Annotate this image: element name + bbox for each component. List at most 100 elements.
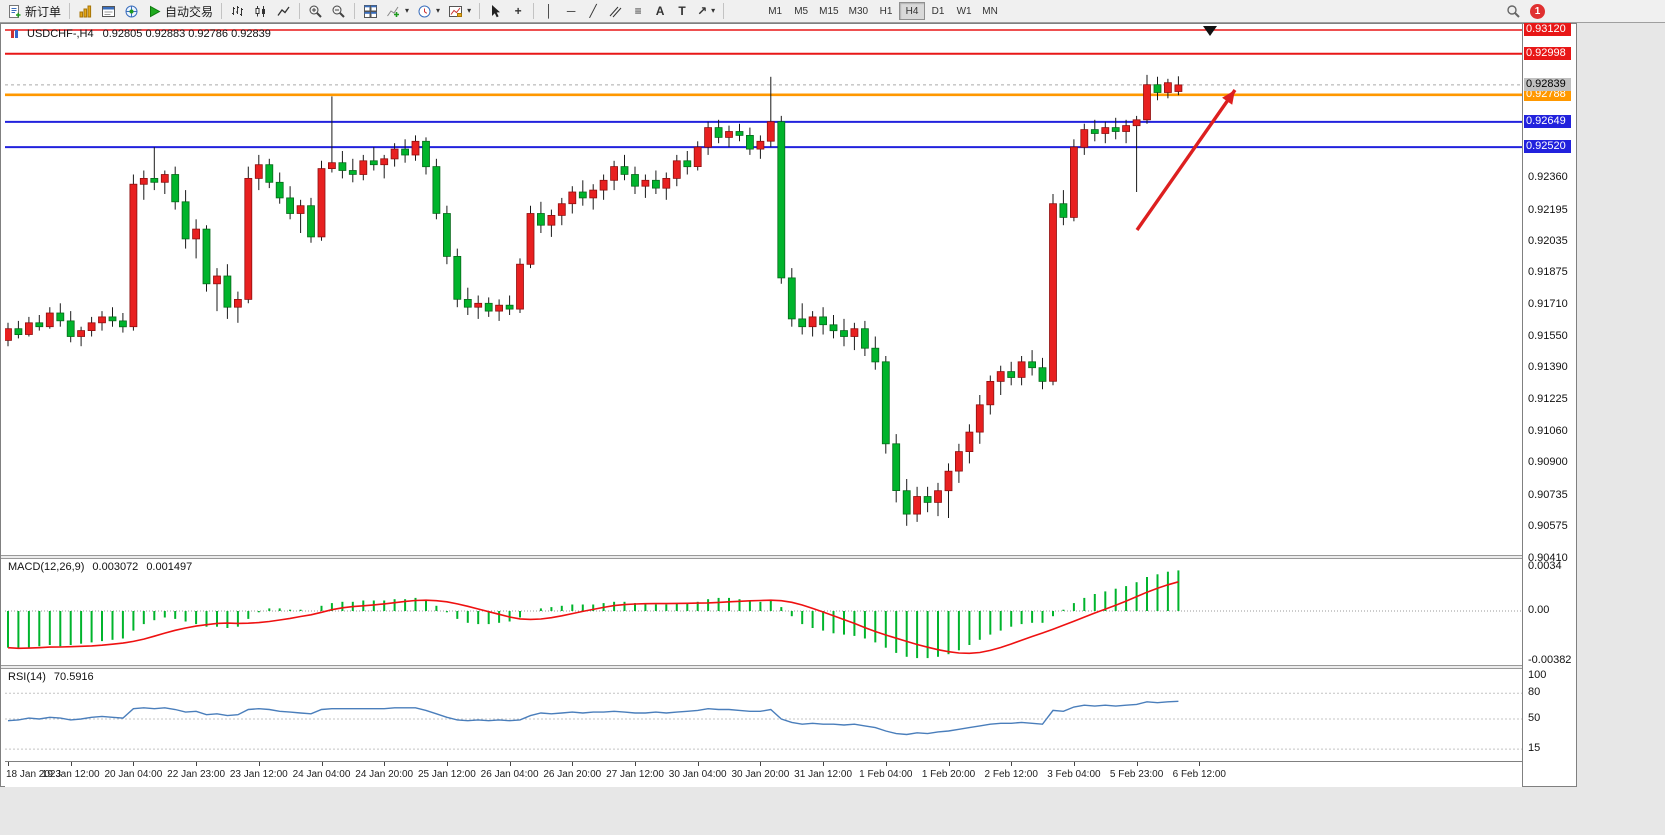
candle xyxy=(1143,74,1151,124)
zoom-in-button[interactable] xyxy=(304,1,327,21)
time-axis-label: 24 Jan 04:00 xyxy=(292,769,351,780)
cursor-icon xyxy=(492,4,501,17)
time-axis-tick xyxy=(1073,762,1075,766)
candle xyxy=(944,463,953,518)
candle xyxy=(693,141,702,171)
trendline-tool-button[interactable]: ╱ xyxy=(582,1,604,21)
text-tool-button[interactable]: A xyxy=(649,1,671,21)
candle xyxy=(568,186,577,214)
trend-arrow[interactable] xyxy=(1135,89,1237,231)
time-axis-label: 18 Jan 2023 xyxy=(6,769,62,780)
rsi-panel-chart[interactable] xyxy=(5,669,1522,761)
arrows-tool-button[interactable]: ↗ ▾ xyxy=(693,1,719,21)
tf-button-h1[interactable]: H1 xyxy=(879,5,893,17)
candle xyxy=(1132,115,1141,192)
time-axis-tick xyxy=(446,762,448,766)
candle xyxy=(171,166,180,210)
auto-trading-label: 自动交易 xyxy=(165,4,214,19)
candle xyxy=(24,316,33,337)
candlestick-chart-type-button[interactable] xyxy=(249,1,272,21)
tile-windows-button[interactable] xyxy=(359,1,382,21)
candle xyxy=(913,486,921,522)
time-axis-label: 6 Feb 12:00 xyxy=(1172,769,1226,780)
tf-button-m15[interactable]: M15 xyxy=(819,5,839,17)
candle xyxy=(254,154,263,191)
candle xyxy=(641,174,650,198)
tf-button-mn[interactable]: MN xyxy=(982,5,998,17)
panel-splitter[interactable] xyxy=(1,665,1576,669)
candle xyxy=(735,123,744,142)
tf-button-d1[interactable]: D1 xyxy=(931,5,945,17)
candle xyxy=(704,121,712,155)
candle xyxy=(453,248,462,308)
candle xyxy=(537,201,545,233)
candle xyxy=(66,311,75,343)
new-order-button[interactable]: 新订单 xyxy=(3,1,65,21)
candle xyxy=(474,295,483,319)
zoom-out-button[interactable] xyxy=(327,1,350,21)
search-icon[interactable] xyxy=(1506,4,1521,19)
macd-panel-chart[interactable] xyxy=(5,559,1522,665)
price-scale[interactable]: 0.92360 0.92195 0.92035 0.91875 0.91710 0.915… xyxy=(1522,23,1576,786)
panel-splitter[interactable] xyxy=(1,555,1576,559)
candle xyxy=(840,318,848,347)
vertical-line-icon: │ xyxy=(545,4,553,18)
tf-button-h4[interactable]: H4 xyxy=(899,2,926,20)
label-tool-button[interactable]: T xyxy=(671,1,693,21)
candle xyxy=(516,258,524,313)
candle xyxy=(87,316,96,337)
templates-icon xyxy=(449,5,463,17)
candle xyxy=(975,395,984,444)
indicators-button[interactable]: ▾ xyxy=(382,1,413,21)
data-window-button[interactable] xyxy=(97,1,120,21)
candle xyxy=(223,264,232,319)
time-axis[interactable]: 18 Jan 2023 19 Jan 12:00 20 Jan 04:00 22 Ja… xyxy=(5,761,1522,787)
candle xyxy=(610,160,618,191)
candle xyxy=(213,268,221,312)
vertical-line-tool-button[interactable]: │ xyxy=(538,1,560,21)
channel-tool-button[interactable] xyxy=(604,1,627,21)
candle xyxy=(390,143,399,167)
notification-badge[interactable]: 1 xyxy=(1530,4,1545,19)
toolbar-separator xyxy=(533,3,535,19)
candle xyxy=(766,76,775,148)
candle xyxy=(861,320,869,356)
candle xyxy=(892,434,901,503)
indicators-icon xyxy=(387,6,400,17)
market-watch-button[interactable] xyxy=(74,1,97,21)
auto-trading-button[interactable]: 自动交易 xyxy=(143,1,217,21)
tf-button-w1[interactable]: W1 xyxy=(956,5,972,17)
tf-button-m30[interactable]: M30 xyxy=(848,5,869,17)
candle xyxy=(756,135,765,159)
tf-button-m5[interactable]: M5 xyxy=(794,5,809,17)
periods-button[interactable]: ▾ xyxy=(413,1,444,21)
templates-button[interactable]: ▾ xyxy=(444,1,475,21)
candle xyxy=(965,424,974,464)
bar-chart-type-button[interactable] xyxy=(226,1,249,21)
price-axis-tick: 0.91060 xyxy=(1528,425,1568,438)
time-axis-label: 22 Jan 23:00 xyxy=(167,769,225,780)
tf-button-m1[interactable]: M1 xyxy=(768,5,783,17)
dropdown-caret-icon: ▾ xyxy=(711,6,716,15)
candle xyxy=(589,184,598,210)
time-axis-label: 30 Jan 20:00 xyxy=(731,769,790,780)
fibonacci-tool-button[interactable]: ≡ xyxy=(627,1,649,21)
candle xyxy=(1070,139,1078,222)
candle xyxy=(955,443,963,483)
horizontal-line-tool-button[interactable]: ─ xyxy=(560,1,582,21)
navigator-button[interactable] xyxy=(120,1,143,21)
line-chart-type-button[interactable] xyxy=(272,1,295,21)
candle xyxy=(1153,76,1162,101)
time-axis-tick xyxy=(321,762,323,766)
candle xyxy=(77,326,85,347)
candle xyxy=(1090,119,1099,142)
price-line-label: 0.93120 xyxy=(1524,23,1571,36)
candle xyxy=(1028,350,1036,376)
cursor-button[interactable] xyxy=(484,1,507,21)
macd-signal-value: 0.001497 xyxy=(146,561,193,573)
main-price-chart[interactable] xyxy=(5,26,1522,555)
crosshair-button[interactable]: + xyxy=(507,1,529,21)
candle xyxy=(599,174,608,200)
rsi-header: RSI(14) 70.5916 xyxy=(8,671,94,683)
time-axis-label: 27 Jan 12:00 xyxy=(606,769,664,780)
